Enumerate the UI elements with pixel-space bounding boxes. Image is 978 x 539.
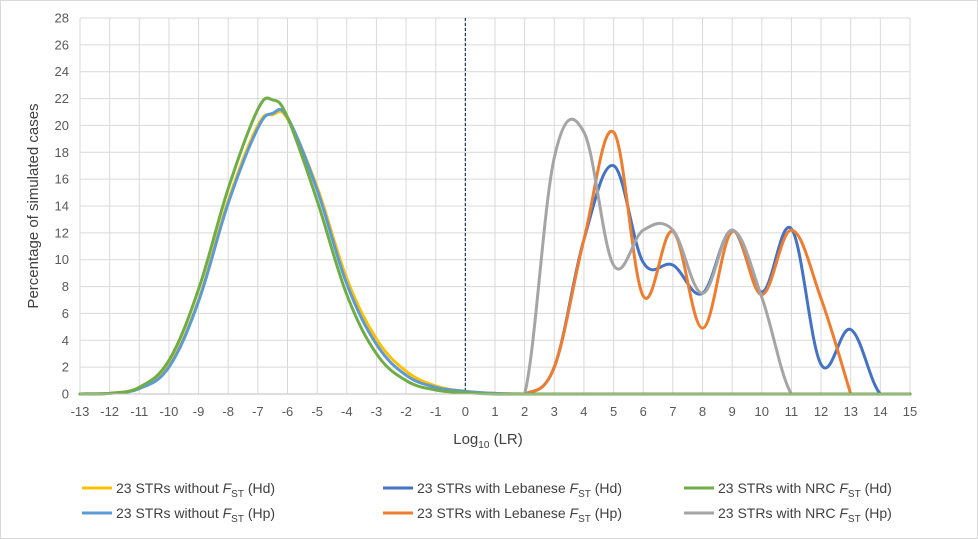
y-tick-label: 22 <box>55 91 69 106</box>
x-tick-label: -4 <box>341 404 353 419</box>
x-tick-label: -2 <box>400 404 412 419</box>
x-tick-label: 5 <box>610 404 617 419</box>
y-tick-label: 10 <box>55 252 69 267</box>
x-tick-label: -8 <box>222 404 234 419</box>
x-tick-label: 3 <box>551 404 558 419</box>
y-tick-label: 6 <box>62 306 69 321</box>
x-tick-label: 2 <box>521 404 528 419</box>
x-tick-label: 15 <box>903 404 917 419</box>
x-tick-label: 8 <box>699 404 706 419</box>
y-tick-label: 18 <box>55 145 69 160</box>
legend-label-3: 23 STRs with Lebanese FST (Hp) <box>417 505 622 525</box>
legend-label-4: 23 STRs with NRC FST (Hd) <box>718 480 892 500</box>
x-tick-label: 7 <box>669 404 676 419</box>
x-tick-label: -1 <box>430 404 442 419</box>
x-axis-title-subscript: 10 <box>478 440 490 451</box>
x-tick-label: -12 <box>100 404 119 419</box>
x-tick-label: -3 <box>371 404 383 419</box>
x-tick-label: -10 <box>160 404 179 419</box>
legend: 23 STRs without FST (Hd) 23 STRs without … <box>82 480 892 525</box>
y-axis-title: Percentage of simulated cases <box>25 103 42 308</box>
y-tick-label: 0 <box>62 387 69 402</box>
x-tick-label: 0 <box>462 404 469 419</box>
x-axis-title-base: Log <box>453 431 478 448</box>
x-tick-label: -13 <box>71 404 90 419</box>
y-tick-label: 4 <box>62 333 69 348</box>
x-tick-label: 10 <box>755 404 769 419</box>
x-tick-label: 13 <box>843 404 857 419</box>
x-tick-label: 14 <box>873 404 887 419</box>
legend-label-1: 23 STRs without FST (Hp) <box>116 505 275 525</box>
x-tick-label: -5 <box>311 404 323 419</box>
legend-label-2: 23 STRs with Lebanese FST (Hd) <box>417 480 622 500</box>
y-tick-label: 14 <box>55 199 69 214</box>
x-tick-label: 9 <box>729 404 736 419</box>
x-axis-title-rest: (LR) <box>489 431 522 448</box>
x-tick-label: 4 <box>580 404 587 419</box>
x-tick-labels: -13 -12 -11 -10 -9 -8 -7 -6 -5 -4 -3 -2 -1 0 1 2 3 4 5 6 7 8 9… <box>71 404 918 419</box>
series-line-3 <box>493 129 853 396</box>
x-tick-label: 12 <box>814 404 828 419</box>
y-tick-label: 12 <box>55 225 69 240</box>
x-tick-label: -11 <box>130 404 148 419</box>
x-tick-label: 1 <box>491 404 498 419</box>
legend-label-5: 23 STRs with NRC FST (Hp) <box>718 505 892 525</box>
legend-label-0: 23 STRs without FST (Hd) <box>116 480 275 500</box>
x-tick-label: -7 <box>252 404 264 419</box>
y-tick-label: 2 <box>62 360 69 375</box>
y-tick-label: 8 <box>62 279 69 294</box>
x-tick-label: -9 <box>193 404 205 419</box>
x-tick-label: -6 <box>282 404 294 419</box>
gridlines <box>79 17 911 395</box>
y-tick-label: 24 <box>55 64 69 79</box>
y-tick-label: 16 <box>55 172 69 187</box>
y-tick-label: 26 <box>55 37 69 52</box>
y-tick-label: 28 <box>55 11 69 26</box>
x-axis-title: Log10 (LR) <box>453 431 523 451</box>
y-tick-label: 20 <box>55 118 69 133</box>
x-tick-label: 11 <box>785 404 799 419</box>
x-tick-label: 6 <box>640 404 647 419</box>
